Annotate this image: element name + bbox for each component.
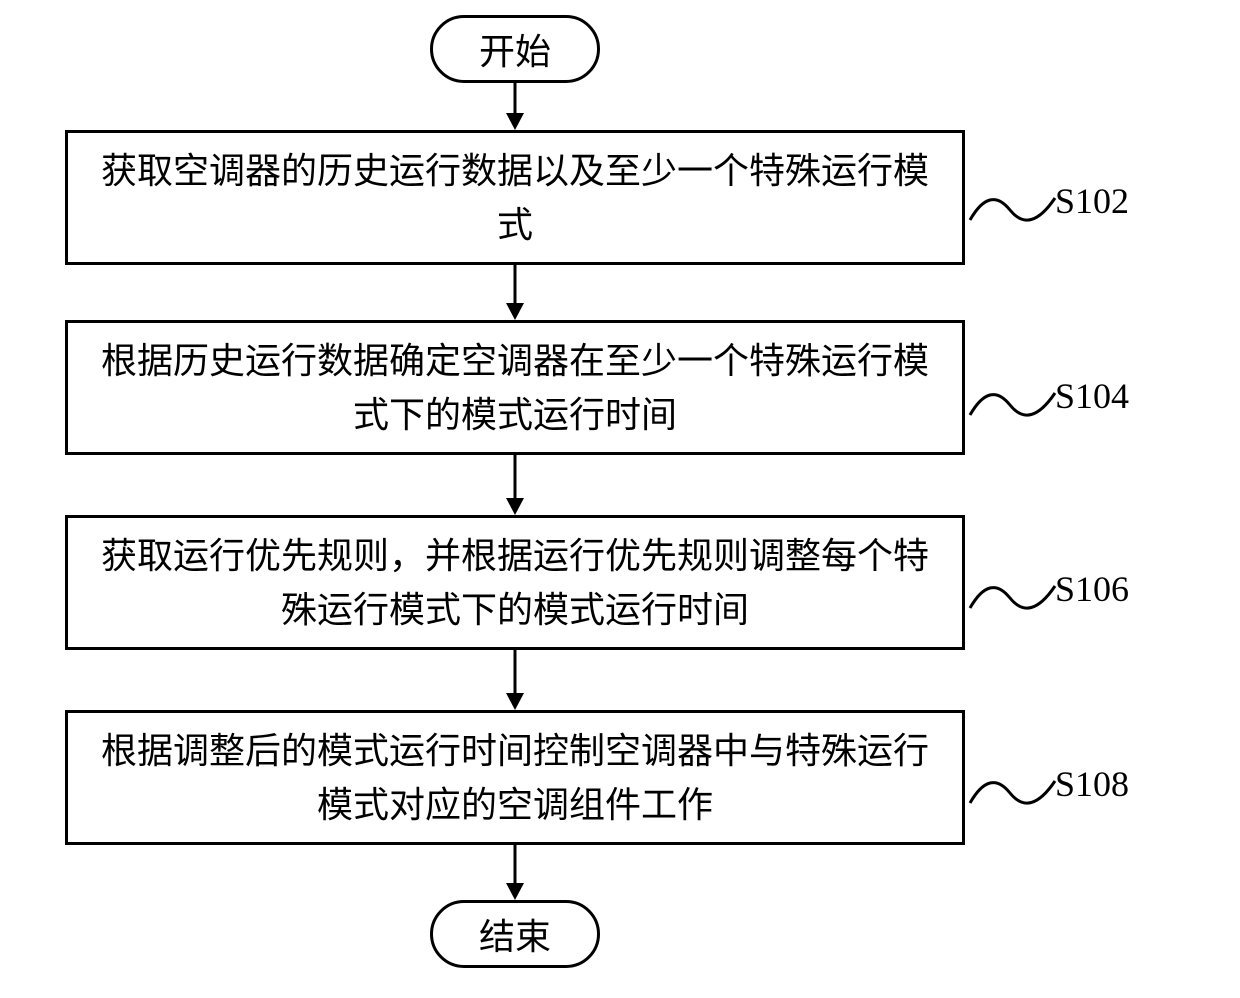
process-s106: 获取运行优先规则，并根据运行优先规则调整每个特殊运行模式下的模式运行时间	[65, 515, 965, 650]
connector-s106	[965, 568, 1060, 628]
s108-text: 根据调整后的模式运行时间控制空调器中与特殊运行模式对应的空调组件工作	[88, 724, 942, 832]
end-node: 结束	[430, 900, 600, 968]
label-s104: S104	[1055, 375, 1129, 417]
connector-s108	[965, 763, 1060, 823]
label-s102: S102	[1055, 180, 1129, 222]
arrow-1	[500, 83, 530, 133]
s104-text: 根据历史运行数据确定空调器在至少一个特殊运行模式下的模式运行时间	[88, 334, 942, 442]
process-s102: 获取空调器的历史运行数据以及至少一个特殊运行模式	[65, 130, 965, 265]
s102-text: 获取空调器的历史运行数据以及至少一个特殊运行模式	[88, 144, 942, 252]
label-s108: S108	[1055, 763, 1129, 805]
end-text: 结束	[479, 908, 551, 960]
connector-s102	[965, 180, 1060, 240]
process-s104: 根据历史运行数据确定空调器在至少一个特殊运行模式下的模式运行时间	[65, 320, 965, 455]
connector-s104	[965, 375, 1060, 435]
arrow-5	[500, 845, 530, 903]
process-s108: 根据调整后的模式运行时间控制空调器中与特殊运行模式对应的空调组件工作	[65, 710, 965, 845]
start-node: 开始	[430, 15, 600, 83]
arrow-4	[500, 650, 530, 713]
arrow-2	[500, 265, 530, 323]
s106-text: 获取运行优先规则，并根据运行优先规则调整每个特殊运行模式下的模式运行时间	[88, 529, 942, 637]
start-text: 开始	[479, 23, 551, 75]
label-s106: S106	[1055, 568, 1129, 610]
arrow-3	[500, 455, 530, 518]
flowchart-container: 开始 获取空调器的历史运行数据以及至少一个特殊运行模式 S102 根据历史运行数…	[0, 0, 1240, 998]
